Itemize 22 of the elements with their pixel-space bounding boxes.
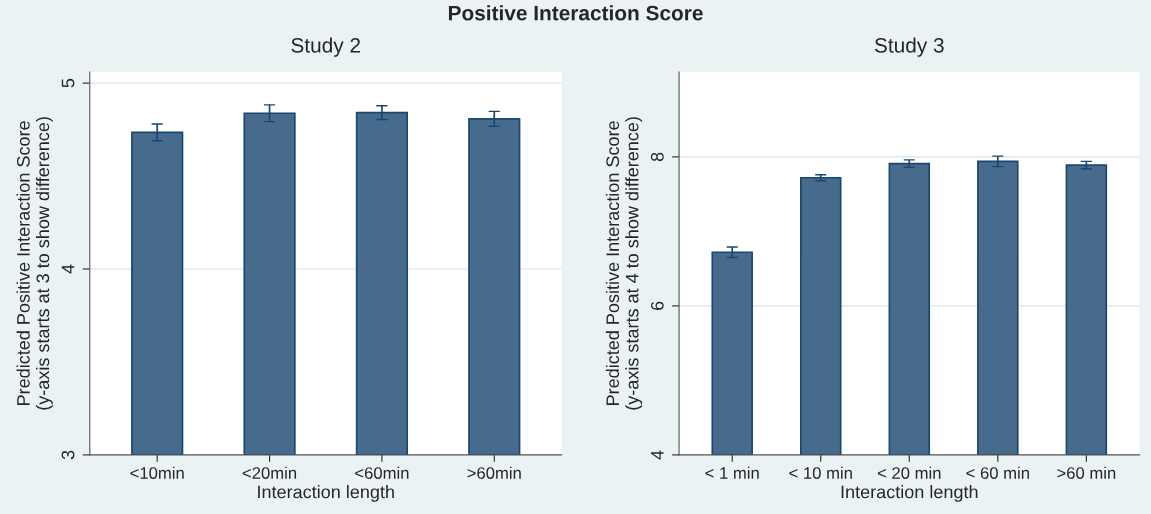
- y-axis-title: Predicted Positive Interaction Score (y-axis starts at 3 to show difference): [16, 117, 53, 410]
- x-tick-label: < 1 min: [705, 466, 759, 479]
- y-axis-title: Predicted Positive Interaction Score (y-axis starts at 4 to show difference): [605, 117, 643, 410]
- x-tick-label: < 10 min: [789, 466, 852, 479]
- chart-title: Positive Interaction Score: [448, 5, 703, 21]
- x-tick-label: <10min: [130, 466, 184, 479]
- y-tick-label: 4: [61, 264, 75, 274]
- chart-subtitle: Study 3: [874, 37, 944, 57]
- x-tick-label: <60min: [355, 466, 409, 479]
- x-axis-title: Interaction length: [841, 485, 978, 502]
- chart-subtitle: Study 2: [291, 37, 361, 57]
- x-tick-label: >60min: [467, 466, 521, 479]
- x-tick-label: <20min: [242, 466, 297, 479]
- y-tick-label: 6: [650, 301, 664, 310]
- y-tick-label: 3: [61, 450, 75, 460]
- x-tick-label: < 20 min: [877, 466, 941, 479]
- x-tick-label: < 60 min: [966, 466, 1029, 479]
- x-axis-title: Interaction length: [258, 485, 394, 502]
- y-tick-label: 4: [651, 450, 664, 460]
- x-tick-label: >60 min: [1057, 466, 1116, 479]
- y-tick-label: 8: [650, 152, 664, 162]
- y-tick-label: 5: [61, 78, 75, 88]
